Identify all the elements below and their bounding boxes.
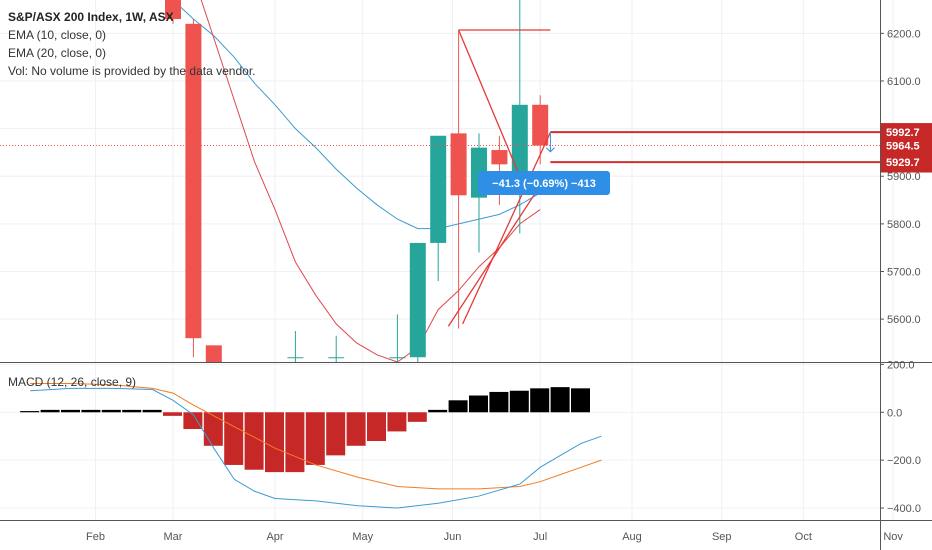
candle-body (287, 357, 304, 359)
candle-body (409, 242, 426, 358)
candle (287, 331, 304, 362)
macd-histogram-bar (61, 409, 80, 413)
measure-label-box (478, 171, 610, 195)
x-tick-label: Jul (533, 531, 547, 543)
price-tick-label: 5900.0 (887, 171, 921, 183)
macd-histogram-bar (469, 395, 488, 413)
ema20-legend: EMA (20, close, 0) (8, 46, 107, 60)
macd-histogram-bar (265, 412, 284, 473)
price-tick-label: 6100.0 (887, 76, 921, 88)
ema10-legend: EMA (10, close, 0) (8, 28, 107, 42)
candle (450, 30, 467, 329)
x-tick-label: Nov (883, 531, 903, 543)
macd-histogram-bar (183, 412, 203, 430)
macd-histogram-bar (101, 409, 121, 413)
candle-body (165, 0, 181, 20)
macd-histogram-bar (326, 412, 346, 456)
macd-histogram-bar (285, 412, 305, 473)
x-tick-label: Jun (444, 531, 462, 543)
price-tick-label: 6200.0 (887, 28, 921, 40)
volume-legend: Vol: No volume is provided by the data v… (8, 64, 256, 78)
macd-histogram-bar (387, 412, 407, 432)
macd-pane[interactable] (20, 383, 602, 509)
candle-body (205, 345, 222, 362)
trend-line-1 (458, 29, 521, 177)
macd-histogram-bar (407, 412, 427, 422)
candle-body (185, 23, 202, 339)
level-badge-upper: 5992.7 (886, 127, 920, 139)
candle-body (328, 357, 345, 359)
candle (389, 314, 406, 362)
macd-histogram-bar (346, 412, 366, 446)
candle-body (430, 135, 447, 243)
x-tick-label: May (352, 531, 373, 543)
price-pane[interactable]: −41.3 (−0.69%) −413 (0, 0, 880, 367)
macd-histogram-bar (163, 412, 182, 416)
trend-line-3 (447, 175, 547, 327)
macd-histogram-bar (224, 412, 244, 465)
macd-histogram-bar (20, 411, 40, 413)
macd-legend: MACD (12, 26, close, 9) (8, 375, 137, 389)
chart-title: S&P/ASX 200 Index, 1W, ASX (8, 10, 174, 24)
x-tick-label: Aug (622, 531, 642, 543)
x-tick-label: Oct (795, 531, 812, 543)
candle (328, 335, 345, 362)
candle-body (389, 357, 406, 359)
candle (185, 19, 202, 358)
x-tick-label: Mar (164, 531, 183, 543)
macd-histogram-bar (489, 391, 509, 413)
candle-body (491, 150, 508, 165)
macd-tick-label: 0.0 (887, 407, 902, 419)
macd-histogram-bar (142, 409, 162, 413)
measure-label: −41.3 (−0.69%) −413 (492, 178, 596, 190)
macd-histogram-bar (40, 409, 60, 413)
x-tick-label: Feb (86, 531, 105, 543)
macd-tick-label: 200.0 (887, 359, 915, 371)
price-tick-label: 5600.0 (887, 314, 921, 326)
measure-arrow (546, 147, 555, 153)
ema10-line (200, 0, 541, 362)
macd-histogram-bar (448, 400, 468, 413)
last-price-badge-box (881, 136, 932, 155)
candle-body (532, 104, 549, 146)
price-tick-label: 5800.0 (887, 219, 921, 231)
macd-tick-label: −200.0 (887, 455, 921, 467)
macd-histogram-bar (122, 409, 142, 413)
level-badge-lower: 5929.7 (886, 157, 920, 169)
macd-histogram-bar (244, 412, 264, 470)
candle (205, 345, 222, 362)
level-badge-lower-box (881, 153, 932, 172)
candle (430, 135, 447, 282)
macd-signal-line (30, 383, 602, 490)
candle (532, 95, 549, 165)
macd-histogram-bar (81, 409, 101, 413)
candle (409, 242, 426, 362)
macd-histogram-bar (509, 390, 529, 413)
x-tick-label: Apr (266, 531, 283, 543)
macd-histogram-bar (530, 388, 550, 413)
macd-histogram-bar (367, 412, 386, 441)
macd-histogram-bar (428, 409, 448, 413)
macd-histogram-bar (571, 388, 590, 413)
grid (0, 0, 894, 520)
price-tick-label: 5700.0 (887, 267, 921, 279)
macd-histogram-bar (305, 412, 325, 465)
macd-histogram-bar (550, 387, 570, 413)
macd-line (30, 387, 602, 509)
macd-histogram-bar (203, 412, 223, 446)
macd-tick-label: −400.0 (887, 503, 921, 515)
candle (165, 0, 181, 24)
trend-line-2 (462, 132, 551, 325)
candle-body (450, 133, 467, 196)
x-tick-label: Sep (712, 531, 732, 543)
last-price-badge: 5964.5 (886, 141, 920, 153)
candle-body (511, 104, 528, 174)
